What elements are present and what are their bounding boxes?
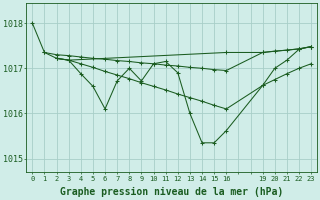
X-axis label: Graphe pression niveau de la mer (hPa): Graphe pression niveau de la mer (hPa) <box>60 187 284 197</box>
